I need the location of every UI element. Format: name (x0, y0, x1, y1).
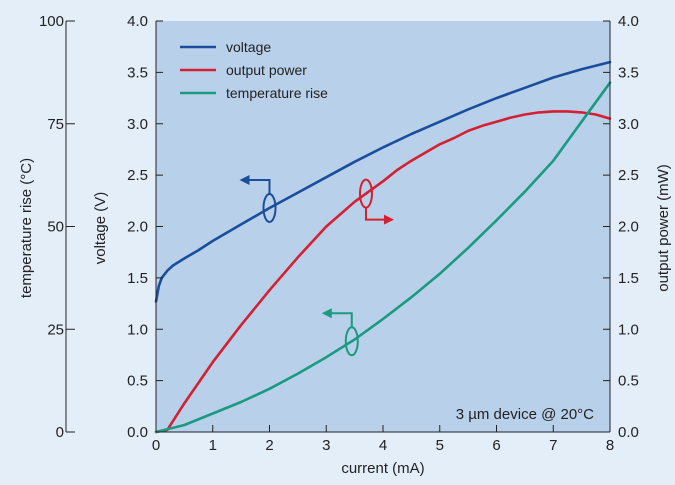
x-tick-label: 3 (322, 437, 330, 454)
x-tick-label: 7 (549, 437, 557, 454)
y-power-tick-label: 3.5 (618, 64, 639, 81)
y-voltage-tick-label: 0.5 (127, 373, 148, 390)
y-temperature-tick-label: 0 (56, 424, 64, 441)
y-voltage-tick-label: 3.0 (127, 116, 148, 133)
x-tick-label: 0 (152, 437, 160, 454)
x-tick-label: 1 (209, 437, 217, 454)
legend-label-voltage: voltage (226, 39, 271, 55)
y-power-tick-label: 1.5 (618, 270, 639, 287)
y-axis-label-temperature: temperature rise (°C) (18, 158, 35, 298)
y-power-tick-label: 4.0 (618, 13, 639, 30)
y-temperature-tick-label: 50 (47, 219, 64, 236)
series-line-voltage (154, 60, 612, 303)
x-tick-label: 5 (436, 437, 444, 454)
y-temperature-tick-label: 25 (47, 321, 64, 338)
axis-marker-voltage (239, 175, 277, 224)
y-voltage-tick-label: 0.0 (127, 424, 148, 441)
y-voltage-tick-label: 4.0 (127, 13, 148, 30)
y-axis-label-power: output power (mW) (655, 164, 672, 292)
legend: voltage output power temperature rise (180, 39, 328, 101)
x-axis-label: current (mA) (341, 460, 424, 477)
y-voltage-tick-label: 2.5 (127, 167, 148, 184)
y-power-tick-label: 2.5 (618, 167, 639, 184)
y-voltage-tick-label: 1.5 (127, 270, 148, 287)
y-voltage-tick-label: 3.5 (127, 64, 148, 81)
x-tick-label: 8 (606, 437, 614, 454)
axis-marker-temperature-rise (321, 308, 359, 357)
y-power-tick-label: 2.0 (618, 219, 639, 236)
legend-label-temperature-rise: temperature rise (226, 85, 328, 101)
series-line-output-power (154, 110, 612, 434)
y-power-tick-label: 0.0 (618, 424, 639, 441)
x-tick-label: 4 (379, 437, 387, 454)
device-annotation: 3 µm device @ 20°C (456, 406, 594, 423)
y-axis-label-voltage: voltage (V) (92, 192, 109, 265)
x-tick-label: 2 (265, 437, 273, 454)
y-power-tick-label: 3.0 (618, 116, 639, 133)
axis-marker-output-power (358, 178, 394, 225)
y-power-tick-label: 1.0 (618, 321, 639, 338)
plot-area (156, 21, 610, 432)
series-line-temperature-rise (154, 81, 612, 434)
y-voltage-tick-label: 1.0 (127, 321, 148, 338)
x-tick-label: 6 (492, 437, 500, 454)
y-power-tick-label: 0.5 (618, 373, 639, 390)
y-voltage-tick-label: 2.0 (127, 219, 148, 236)
y-temperature-tick-label: 75 (47, 116, 64, 133)
legend-label-output-power: output power (226, 62, 307, 78)
y-temperature-tick-label: 100 (39, 13, 64, 30)
